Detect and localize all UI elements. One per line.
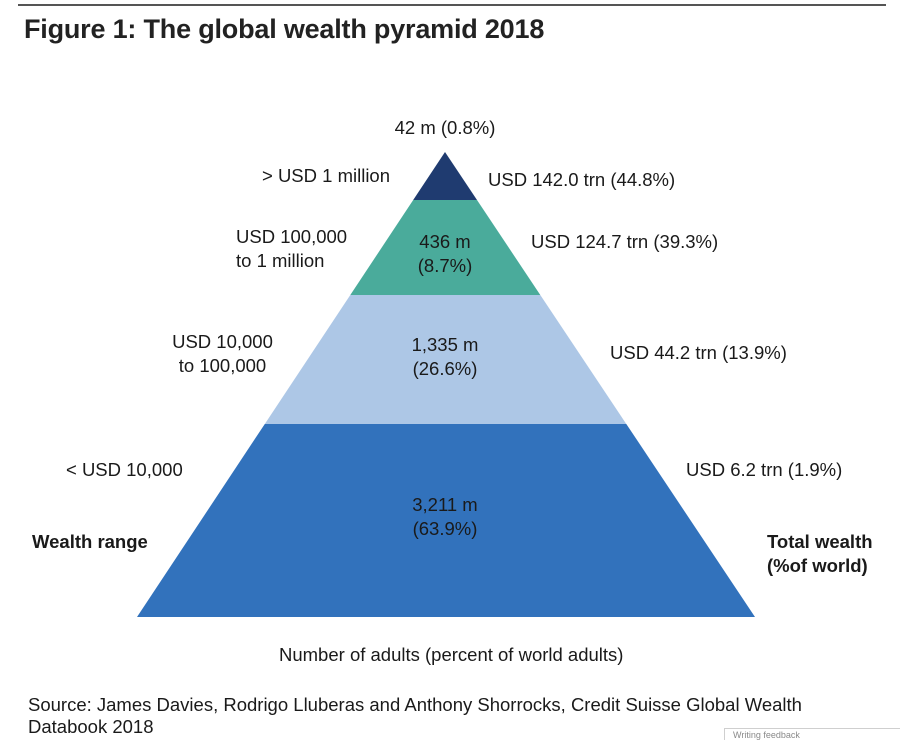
adults-axis-label: Number of adults (percent of world adult… bbox=[279, 644, 624, 665]
wealth-total-top: USD 142.0 trn (44.8%) bbox=[488, 169, 676, 190]
tier-upper-middle bbox=[350, 200, 541, 295]
adults-label-middle: 1,335 m (26.6%) bbox=[411, 334, 479, 379]
wealth-total-base: USD 6.2 trn (1.9%) bbox=[686, 459, 843, 480]
wealth-range-upper-middle: USD 100,000 to 1 million bbox=[236, 226, 348, 271]
source-note: Source: James Davies, Rodrigo Lluberas a… bbox=[28, 694, 802, 737]
top-rule bbox=[18, 4, 886, 6]
tier-top bbox=[413, 152, 477, 200]
adults-label-top: 42 m (0.8%) bbox=[394, 117, 496, 138]
wealth-total-middle: USD 44.2 trn (13.9%) bbox=[610, 342, 787, 363]
wealth-range-middle: USD 10,000 to 100,000 bbox=[172, 331, 273, 376]
feedback-widget[interactable]: Writing feedback bbox=[724, 728, 900, 740]
adults-label-upper-middle: 436 m (8.7%) bbox=[417, 231, 473, 276]
figure-title: Figure 1: The global wealth pyramid 2018 bbox=[24, 14, 545, 44]
wealth-range-top: > USD 1 million bbox=[262, 165, 391, 186]
wealth-total-upper-middle: USD 124.7 trn (39.3%) bbox=[531, 231, 719, 252]
wealth-range-base: < USD 10,000 bbox=[66, 459, 183, 480]
tier-base bbox=[137, 424, 755, 617]
wealth-range-axis-label: Wealth range bbox=[32, 531, 148, 552]
total-wealth-axis-label: Total wealth (%of world) bbox=[767, 531, 873, 576]
tier-middle bbox=[264, 295, 627, 424]
adults-label-base: 3,211 m (63.9%) bbox=[412, 494, 478, 539]
